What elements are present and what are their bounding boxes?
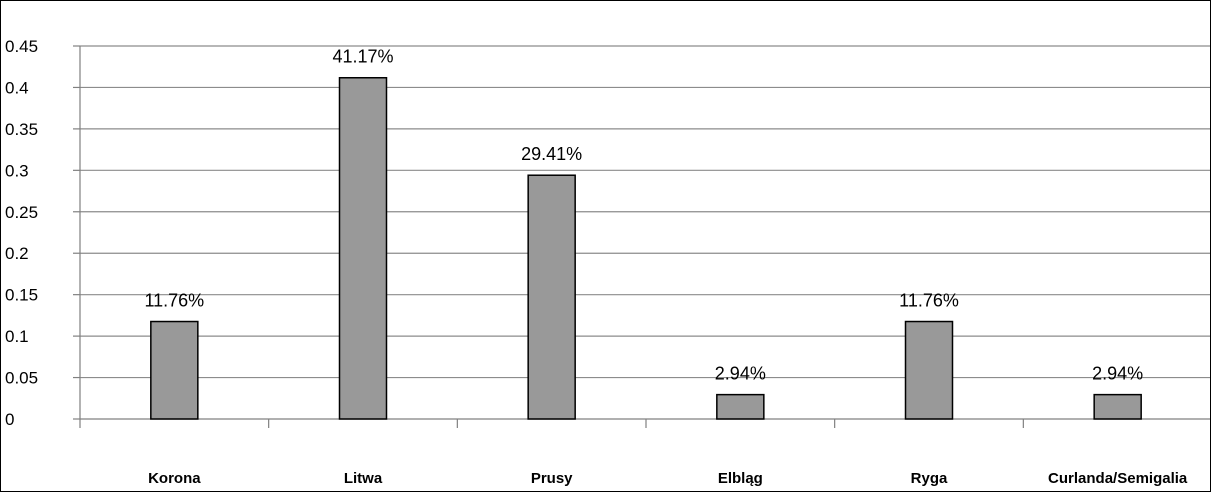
- y-tick-label: 0.45: [5, 37, 38, 56]
- bar: [1093, 393, 1142, 420]
- bar: [527, 174, 576, 420]
- category-label: Curlanda/Semigalia: [1048, 470, 1188, 487]
- category-label: Prusy: [531, 470, 573, 487]
- y-tick-label: 0.25: [5, 203, 38, 222]
- y-tick-label: 0.35: [5, 120, 38, 139]
- category-label: Litwa: [344, 470, 383, 487]
- data-label: 2.94%: [1092, 364, 1143, 384]
- y-tick-label: 0: [5, 410, 14, 429]
- category-label: Elbląg: [718, 470, 763, 487]
- bar: [716, 393, 765, 420]
- y-tick-label: 0.15: [5, 286, 38, 305]
- data-label: 29.41%: [521, 144, 582, 164]
- bar: [904, 320, 954, 420]
- y-tick-label: 0.2: [5, 244, 29, 263]
- y-tick-label: 0.1: [5, 327, 29, 346]
- category-label: Ryga: [911, 470, 948, 487]
- data-label: 2.94%: [715, 364, 766, 384]
- data-label: 11.76%: [899, 291, 959, 311]
- y-tick-label: 0.05: [5, 369, 38, 388]
- data-labels: 11.76% 41.17% 29.41% 2.94% 11.76% 2.94%: [144, 47, 1143, 384]
- bar: [338, 76, 388, 420]
- y-tick-label: 0.3: [5, 161, 29, 180]
- y-tick-labels: 0 0.05 0.1 0.15 0.2 0.25 0.3 0.35 0.4 0.45: [5, 37, 38, 429]
- category-label: Korona: [148, 470, 201, 487]
- data-label: 41.17%: [332, 47, 393, 67]
- bars: [150, 76, 1142, 420]
- gridlines: [80, 45, 1210, 379]
- category-labels: Korona Litwa Prusy Elbląg Ryga Curlanda/Semig…: [148, 470, 1188, 487]
- data-label: 11.76%: [144, 291, 204, 311]
- axes: [73, 45, 1210, 428]
- y-tick-label: 0.4: [5, 78, 29, 97]
- bar: [150, 320, 199, 420]
